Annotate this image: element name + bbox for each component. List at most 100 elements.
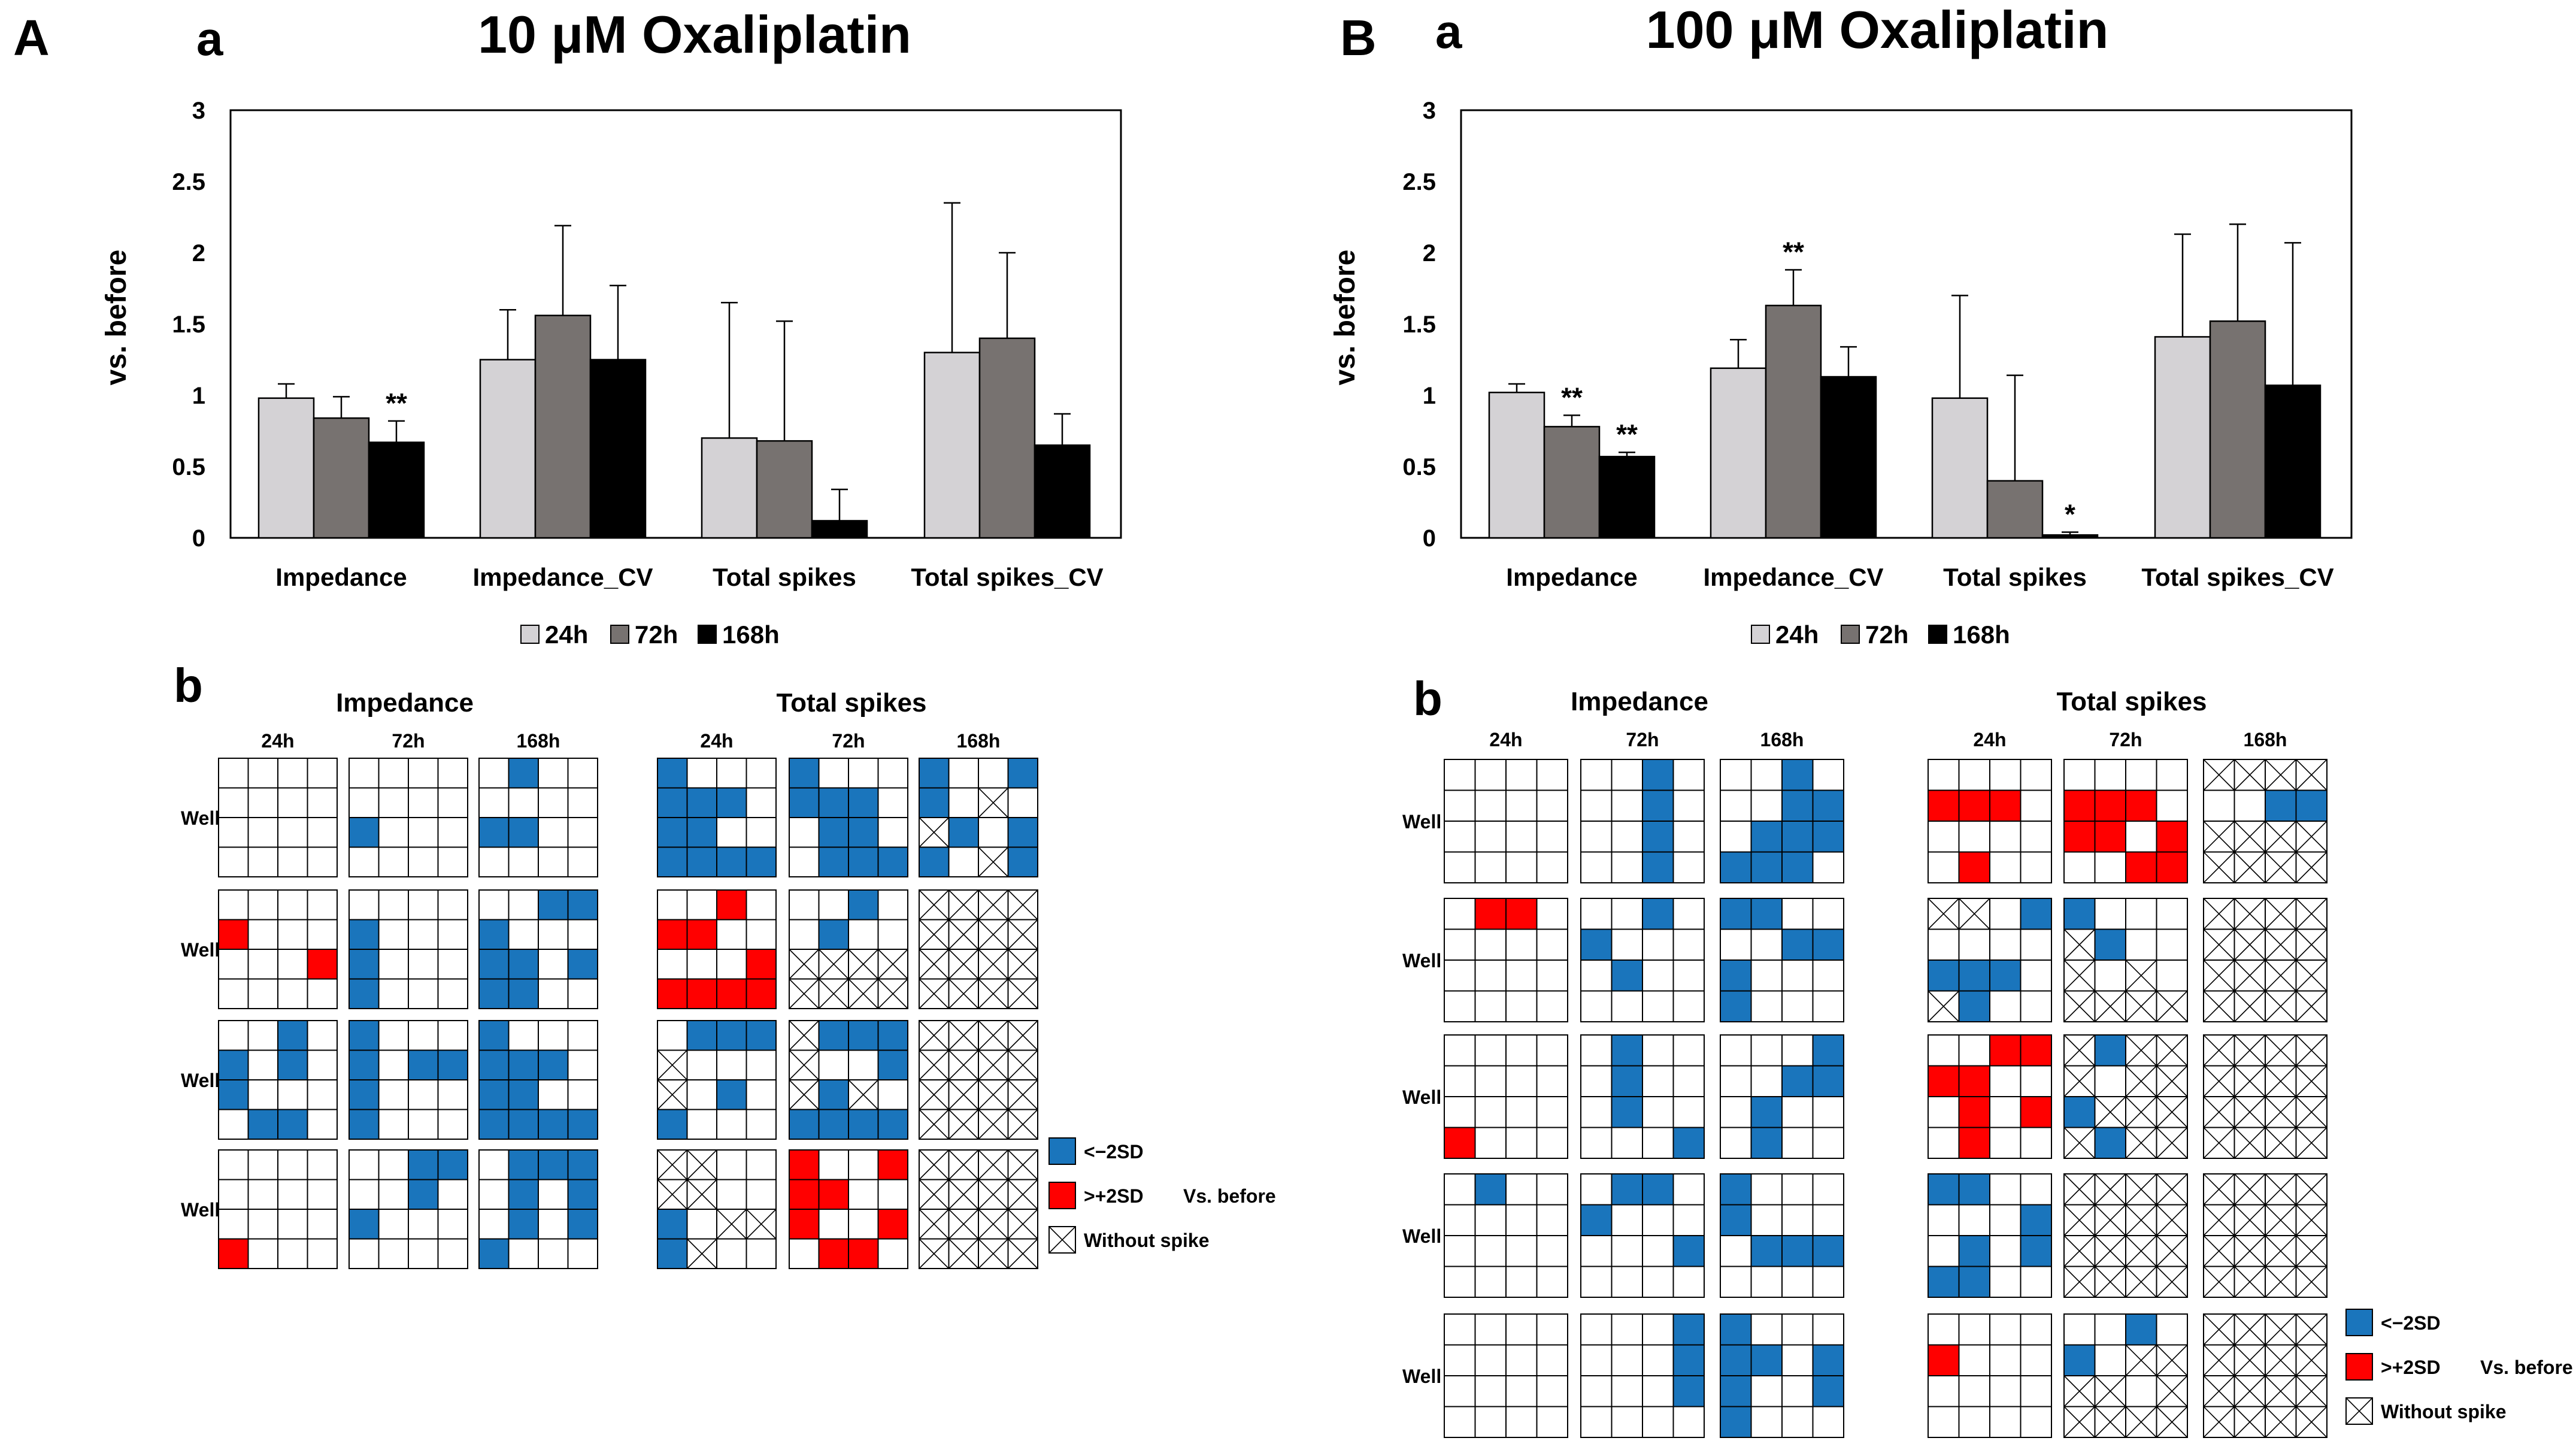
no-spike-mark [2063,1235,2096,1267]
electrode-cell [1642,1034,1674,1067]
electrode-cell [1720,789,1752,822]
electrode-cell [307,1020,338,1051]
electrode-cell [1781,851,1814,883]
no-spike-mark [2265,1204,2297,1236]
bar [1931,397,1989,539]
electrode-cell [2063,898,2096,930]
electrode-cell [2094,1344,2126,1376]
electrode-cell [1720,1344,1752,1376]
no-spike-mark [2203,1034,2235,1067]
electrode-cell [686,1020,717,1051]
bar [1543,426,1601,539]
electrode-cell [1720,898,1752,930]
no-spike-mark [2233,1235,2266,1267]
no-spike-mark [2233,1344,2266,1376]
electrode-cell [1720,1065,1752,1097]
no-spike-mark [2063,1406,2096,1438]
no-spike-mark [2265,1127,2297,1159]
panel-b-sub-b: b [1413,672,1442,725]
key-label: >+2SD [2381,1357,2441,1378]
electrode-grid [218,889,338,1009]
electrode-cell [508,1179,539,1210]
electrode-cell [1505,1204,1538,1236]
electrode-cell [408,1020,439,1051]
electrode-grid [478,758,598,877]
electrode-cell [686,1049,717,1080]
electrode-cell [1928,1034,1960,1067]
no-spike-mark [2203,1375,2235,1407]
no-spike-mark [2265,851,2297,883]
no-spike-mark [948,1179,979,1210]
electrode-cell [538,1209,569,1240]
electrode-cell [2125,759,2157,791]
electrode-cell [1505,1313,1538,1346]
electrode-cell [1928,1173,1960,1206]
electrode-cell [657,1209,688,1240]
grids-a-key: <−2SD >+2SD Without spike Vs. before [1048,1137,1276,1254]
bar [2209,320,2266,539]
electrode-cell [1958,1235,1990,1267]
electrode-cell [1672,1065,1705,1097]
electrode-cell [1536,1406,1568,1438]
y-tick-label: 1.5 [172,311,205,338]
electrode-cell [2156,759,2188,791]
electrode-cell [218,1109,249,1140]
electrode-cell [437,1079,468,1110]
electrode-cell [1642,1344,1674,1376]
electrode-cell [716,1079,747,1110]
electrode-cell [1958,1375,1990,1407]
electrode-cell [877,758,908,789]
electrode-cell [1611,759,1643,791]
electrode-cell [1750,789,1783,822]
electrode-cell [686,846,717,877]
electrode-cell [848,1049,879,1080]
electrode-cell [478,1049,510,1080]
electrode-cell [2063,1344,2096,1376]
no-spike-mark [657,1179,688,1210]
electrode-cell [919,846,950,877]
electrode-cell [1989,1406,2022,1438]
electrode-cell [2125,928,2157,961]
electrode-cell [538,1179,569,1210]
electrode-cell [1928,1096,1960,1128]
electrode-cell [1989,1313,2022,1346]
no-spike-mark [978,1179,1009,1210]
no-spike-mark [2265,1313,2297,1346]
electrode-cell [745,1020,777,1051]
no-spike-mark [978,846,1009,877]
electrode-cell [437,787,468,818]
no-spike-mark [948,1079,979,1110]
electrode-cell [848,889,879,921]
no-spike-mark [2203,898,2235,930]
no-spike-mark [2295,959,2328,992]
electrode-cell [1672,1173,1705,1206]
electrode-cell [2063,821,2096,853]
electrode-cell [567,949,598,980]
no-spike-mark [978,978,1009,1009]
electrode-cell [2020,1096,2052,1128]
electrode-cell [1474,1065,1507,1097]
grids-b-impedance-title: Impedance [1571,687,1708,716]
no-spike-mark [2156,1096,2188,1128]
no-spike-mark [1007,1109,1038,1140]
electrode-cell [508,889,539,921]
electrode-cell [247,889,278,921]
no-spike-mark [2156,1344,2188,1376]
electrode-cell [1750,1034,1783,1067]
electrode-cell [1444,898,1476,930]
electrode-grid [2063,759,2188,883]
electrode-cell [1580,1204,1613,1236]
electrode-cell [1928,759,1960,791]
electrode-cell [247,1079,278,1110]
electrode-cell [789,1149,820,1180]
electrode-cell [1720,851,1752,883]
electrode-cell [307,758,338,789]
category-label: Impedance [275,563,407,591]
electrode-cell [218,787,249,818]
legend-swatch [1928,625,1947,644]
no-spike-mark [1007,889,1038,921]
bar [534,314,592,539]
electrode-cell [378,787,409,818]
electrode-cell [408,1109,439,1140]
electrode-cell [2094,898,2126,930]
